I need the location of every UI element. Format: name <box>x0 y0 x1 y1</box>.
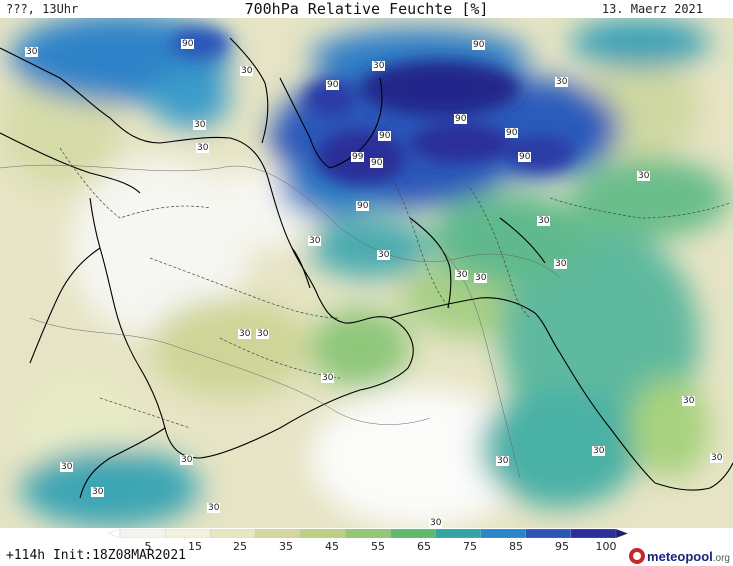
contour-label: 90 <box>378 131 392 141</box>
colorbar-ticks: 5 15 25 35 45 55 65 75 85 95 100 <box>0 540 733 554</box>
colorbar-segment <box>255 529 302 538</box>
colorbar-tick: 95 <box>555 540 569 553</box>
coastlines <box>0 37 733 499</box>
colorbar-segment <box>119 529 166 538</box>
contour-label: 30 <box>637 171 651 181</box>
colorbar-segment <box>210 529 256 538</box>
colorbar-tick: 15 <box>188 540 202 553</box>
contour-label: 30 <box>240 66 254 76</box>
colorbar-tick: 5 <box>144 540 152 553</box>
colorbar-tick: 65 <box>417 540 431 553</box>
colorbar-tick: 25 <box>233 540 247 553</box>
colorbar <box>108 529 628 538</box>
contour-label: 30 <box>193 120 207 130</box>
contour-label: 30 <box>377 250 391 260</box>
contour-label: 30 <box>496 456 510 466</box>
contour-label: 30 <box>555 77 569 87</box>
meteopool-logo-icon <box>629 548 646 564</box>
contour-label: 90 <box>356 201 370 211</box>
map-title: 700hPa Relative Feuchte [%] <box>244 0 489 18</box>
contour-label: 30 <box>308 236 322 246</box>
contour-label: 30 <box>238 329 252 339</box>
colorbar-segment <box>390 529 437 538</box>
contour-label: 30 <box>554 259 568 269</box>
contour-label: 30 <box>710 453 724 463</box>
contour-label: 90 <box>454 114 468 124</box>
colorbar-segment <box>164 529 211 538</box>
colorbar-segment <box>525 529 572 538</box>
contour-label: 30 <box>207 503 221 513</box>
contour-label: 90 <box>518 152 532 162</box>
logo-suffix: .org <box>712 552 730 564</box>
meteopool-logo[interactable]: meteopool.org <box>629 546 730 566</box>
colorbar-segment <box>345 529 392 538</box>
colorbar-tick: 55 <box>371 540 385 553</box>
colorbar-tick: 85 <box>509 540 523 553</box>
contour-label: 30 <box>321 373 335 383</box>
contour-label: 90 <box>326 80 340 90</box>
map-header: ???, 13Uhr 700hPa Relative Feuchte [%] 1… <box>0 0 733 20</box>
contour-label: 90 <box>505 128 519 138</box>
humidity-map <box>0 18 733 528</box>
logo-main: meteopool <box>647 548 713 564</box>
contour-label: 90 <box>181 39 195 49</box>
contour-label: 30 <box>180 455 194 465</box>
contour-label: 30 <box>91 487 105 497</box>
contour-label: 30 <box>682 396 696 406</box>
colorbar-segment <box>300 529 347 538</box>
colorbar-segment <box>480 529 527 538</box>
contour-label: 30 <box>429 518 443 528</box>
colorbar-segment <box>435 529 482 538</box>
contour-label: 90 <box>370 158 384 168</box>
colorbar-tick: 45 <box>325 540 339 553</box>
contour-label: 90 <box>472 40 486 50</box>
contour-label: 30 <box>256 329 270 339</box>
colorbar-segment <box>108 529 121 538</box>
contour-label: 30 <box>25 47 39 57</box>
colorbar-tick: 100 <box>595 540 617 553</box>
contour-label: 30 <box>474 273 488 283</box>
contour-label: 30 <box>60 462 74 472</box>
colorbar-tick: 35 <box>279 540 293 553</box>
colorbar-tick: 75 <box>463 540 477 553</box>
borders <box>59 147 731 429</box>
contour-label: 30 <box>372 61 386 71</box>
contour-label: 30 <box>455 270 469 280</box>
humidity-field <box>0 18 733 528</box>
logo-text: meteopool.org <box>647 549 730 564</box>
contour-label: 99 <box>351 152 365 162</box>
contour-label: 30 <box>196 143 210 153</box>
valid-time: ???, 13Uhr <box>6 2 79 16</box>
contour-label: 30 <box>592 446 606 456</box>
init-time: +114h Init:18Z08MAR2021 <box>6 548 187 563</box>
colorbar-segment <box>570 529 617 538</box>
valid-date: 13. Maerz 2021 <box>601 2 703 16</box>
colorbar-segment <box>615 529 628 538</box>
contour-label: 30 <box>537 216 551 226</box>
